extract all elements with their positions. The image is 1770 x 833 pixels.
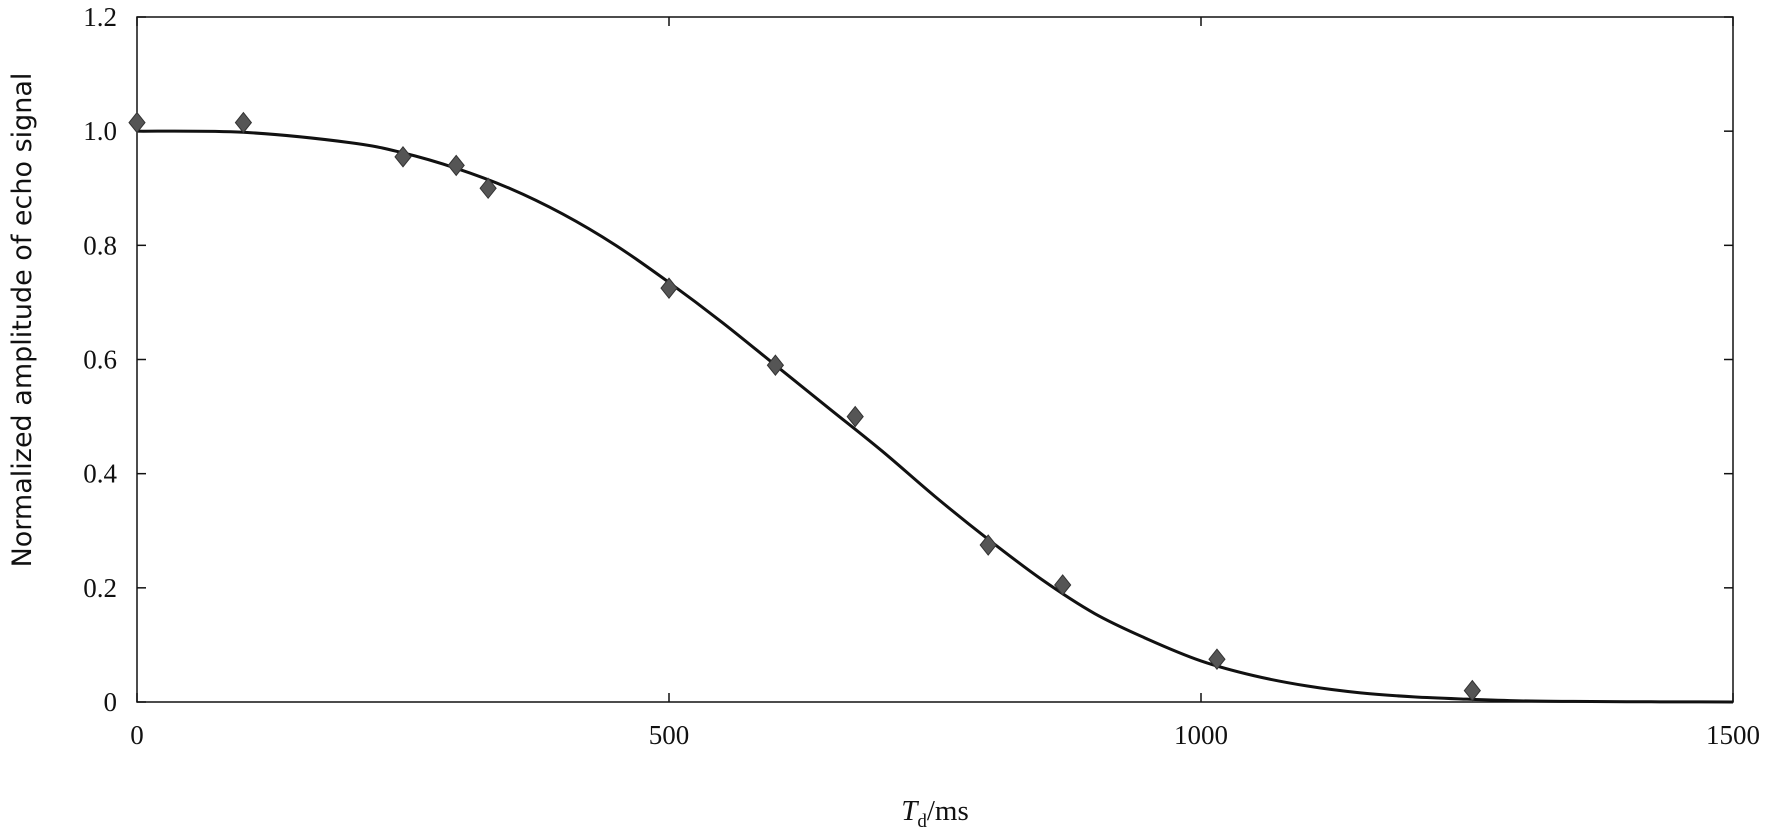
data-point	[234, 111, 253, 134]
y-tick-label: 0.8	[83, 230, 117, 260]
data-point	[766, 354, 785, 377]
y-axis-title: Normalized amplitude of echo signal	[7, 73, 38, 568]
x-tick-label: 1000	[1174, 720, 1228, 750]
x-axis-title-unit: /ms	[927, 795, 969, 827]
x-axis-title-symbol: T	[901, 795, 919, 827]
y-tick-label: 0.4	[83, 459, 117, 489]
x-tick-label: 500	[649, 720, 690, 750]
data-markers	[128, 111, 1481, 702]
x-tick-label: 0	[130, 720, 144, 750]
data-point	[479, 177, 497, 200]
data-point	[660, 277, 678, 299]
data-point	[1054, 574, 1072, 596]
fit-curve-layer	[136, 129, 1734, 704]
y-tick-label: 0	[104, 687, 118, 717]
fit-curve	[136, 129, 1734, 704]
x-axis-title: Td/ms	[901, 795, 969, 832]
data-point	[394, 146, 412, 168]
data-point	[447, 154, 465, 177]
axis-ticks	[136, 16, 1734, 703]
data-point	[128, 111, 146, 134]
data-point	[1463, 679, 1481, 702]
y-tick-label: 0.2	[83, 573, 117, 603]
x-tick-label: 1500	[1706, 720, 1760, 750]
data-point	[846, 405, 864, 428]
y-tick-label: 1.2	[83, 2, 117, 32]
y-tick-label: 0.6	[83, 345, 117, 375]
x-axis-title-subscript: d	[917, 811, 927, 832]
data-point	[1208, 648, 1226, 670]
plot-frame	[136, 16, 1734, 703]
data-point	[979, 534, 997, 556]
tick-labels: 0 500 1000 1500 0 0.2 0.4 0.6 0.8 1.0 1.2	[83, 2, 1760, 750]
y-tick-label: 1.0	[83, 116, 117, 146]
